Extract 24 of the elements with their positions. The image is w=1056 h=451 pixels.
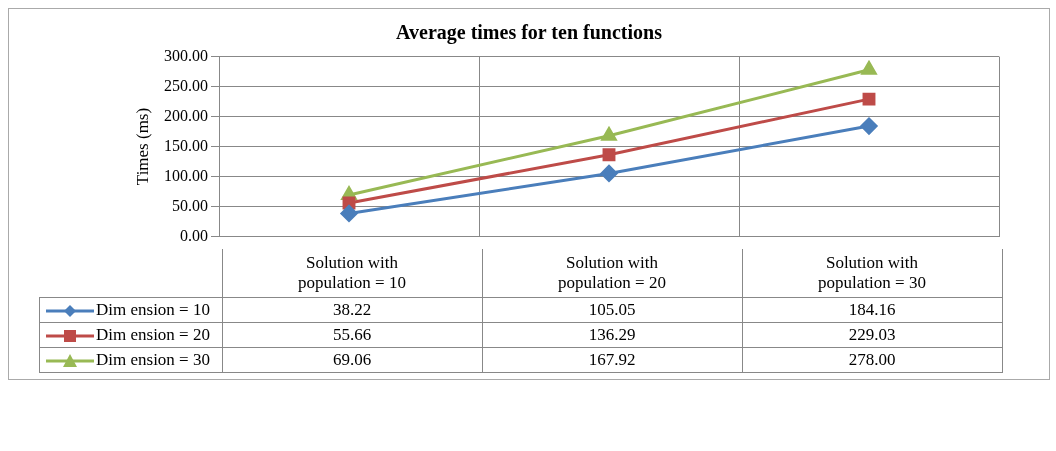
data-label: 69.06 [222,347,482,373]
chart-title: Average times for ten functions [395,21,663,44]
x-tick-label: Solution with population = 10 [222,249,482,298]
y-tick-label: 250.00 [164,76,208,94]
data-label: 167.92 [482,347,742,373]
data-label: 105.05 [482,297,742,323]
x-tick-label: Solution with population = 30 [742,249,1002,298]
data-label: 38.22 [222,297,482,323]
data-label: 136.29 [482,322,742,348]
y-axis-title: Times (ms) [132,107,152,186]
x-tick-label: Solution with population = 20 [482,249,742,298]
data-label: 229.03 [742,322,1002,348]
data-label: 184.16 [742,297,1002,323]
y-tick-label: 300.00 [164,46,208,64]
y-tick-label: 0.00 [180,226,208,244]
data-label: 55.66 [222,322,482,348]
legend-label: Dim ension = 10 [96,300,210,319]
y-tick-label: 200.00 [164,106,208,124]
legend-label: Dim ension = 20 [96,325,210,345]
data-label: 278.00 [742,347,1002,373]
legend-label: Dim ension = 30 [96,350,210,370]
y-tick-label: 50.00 [172,196,208,214]
y-tick-label: 150.00 [164,136,208,154]
y-tick-label: 100.00 [164,166,208,184]
